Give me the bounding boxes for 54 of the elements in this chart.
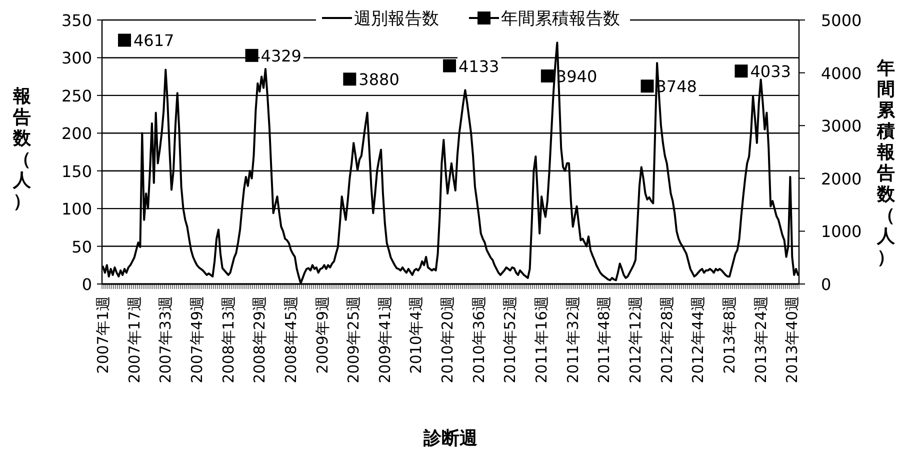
x-tick-label: 2012年12週 [626,296,645,384]
x-tick-label: 2012年28週 [658,296,676,384]
data-label: 4133 [458,56,500,76]
x-tick-label: 2007年49週 [188,296,206,384]
text: 年間累積報告数（人） [877,58,895,268]
y-tick-label: 100 [61,200,92,219]
x-tick-label: 2009年41週 [376,296,394,384]
x-tick-label: 2011年32週 [564,296,582,384]
x-tick-label: 2007年33週 [156,296,175,384]
x-tick-label: 2013年8週 [720,296,738,374]
point [118,34,132,47]
y2-tick-label: 1000 [821,222,862,242]
x-axis-title: 診断週 [422,428,478,449]
x-tick-label: 2013年24週 [752,296,770,384]
x-tick-label: 2011年16週 [532,296,551,384]
x-tick-label: 2007年1週 [94,296,112,374]
y-axis-title: 報告数（人） [12,86,32,212]
y2-tick-label: 3000 [821,116,862,136]
point [540,69,554,82]
x-tick-label: 2008年29週 [250,296,269,384]
y2-tick-label: 2000 [821,169,862,188]
data-label: 4033 [750,62,791,82]
y-tick-label: 50 [72,237,92,256]
x-tick-label: 2010年20週 [438,296,457,384]
y2-tick-label: 0 [821,275,832,294]
x-tick-label: 2009年9週 [313,296,332,374]
point [343,72,356,86]
point [245,48,258,62]
x-tick-label: 2009年25週 [344,296,363,384]
x-tick-label: 2010年52週 [501,296,520,384]
data-label: 4329 [260,46,302,66]
y-tick-label: 0 [82,275,92,294]
legend-label: 年間累積報告数 [501,9,620,29]
y-tick-label: 250 [61,86,92,106]
y-tick-label: 300 [61,48,92,68]
x-tick-label: 2013年40週 [783,296,802,384]
x-tick-label: 2008年45週 [282,296,300,384]
point [734,64,748,78]
x-tick-label: 2007年17週 [125,296,144,384]
x-tick-label: 2011年48週 [595,296,614,384]
y-tick-label: 350 [61,11,92,30]
point [443,59,456,72]
x-tick-label: 2010年36週 [470,296,488,384]
y-tick-label: 150 [61,162,92,181]
x-tick-label: 2012年44週 [689,296,708,384]
legend-label: 週別報告数 [354,9,439,29]
x-tick-label: 2008年13週 [219,296,238,384]
point [640,80,654,93]
y2-tick-label: 5000 [821,11,862,30]
y2-tick-label: 4000 [821,64,862,83]
y-tick-label: 200 [61,124,92,144]
x-tick-label: 2010年4週 [407,296,426,374]
data-label: 3880 [358,70,400,90]
data-label: 4617 [134,31,174,50]
